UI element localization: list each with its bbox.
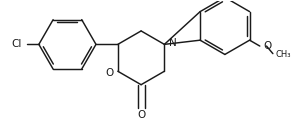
Text: O: O [105, 68, 113, 78]
Text: O: O [137, 110, 145, 120]
Text: CH₃: CH₃ [275, 50, 291, 59]
Text: Cl: Cl [12, 39, 22, 49]
Text: N: N [169, 38, 177, 48]
Text: O: O [263, 41, 271, 51]
